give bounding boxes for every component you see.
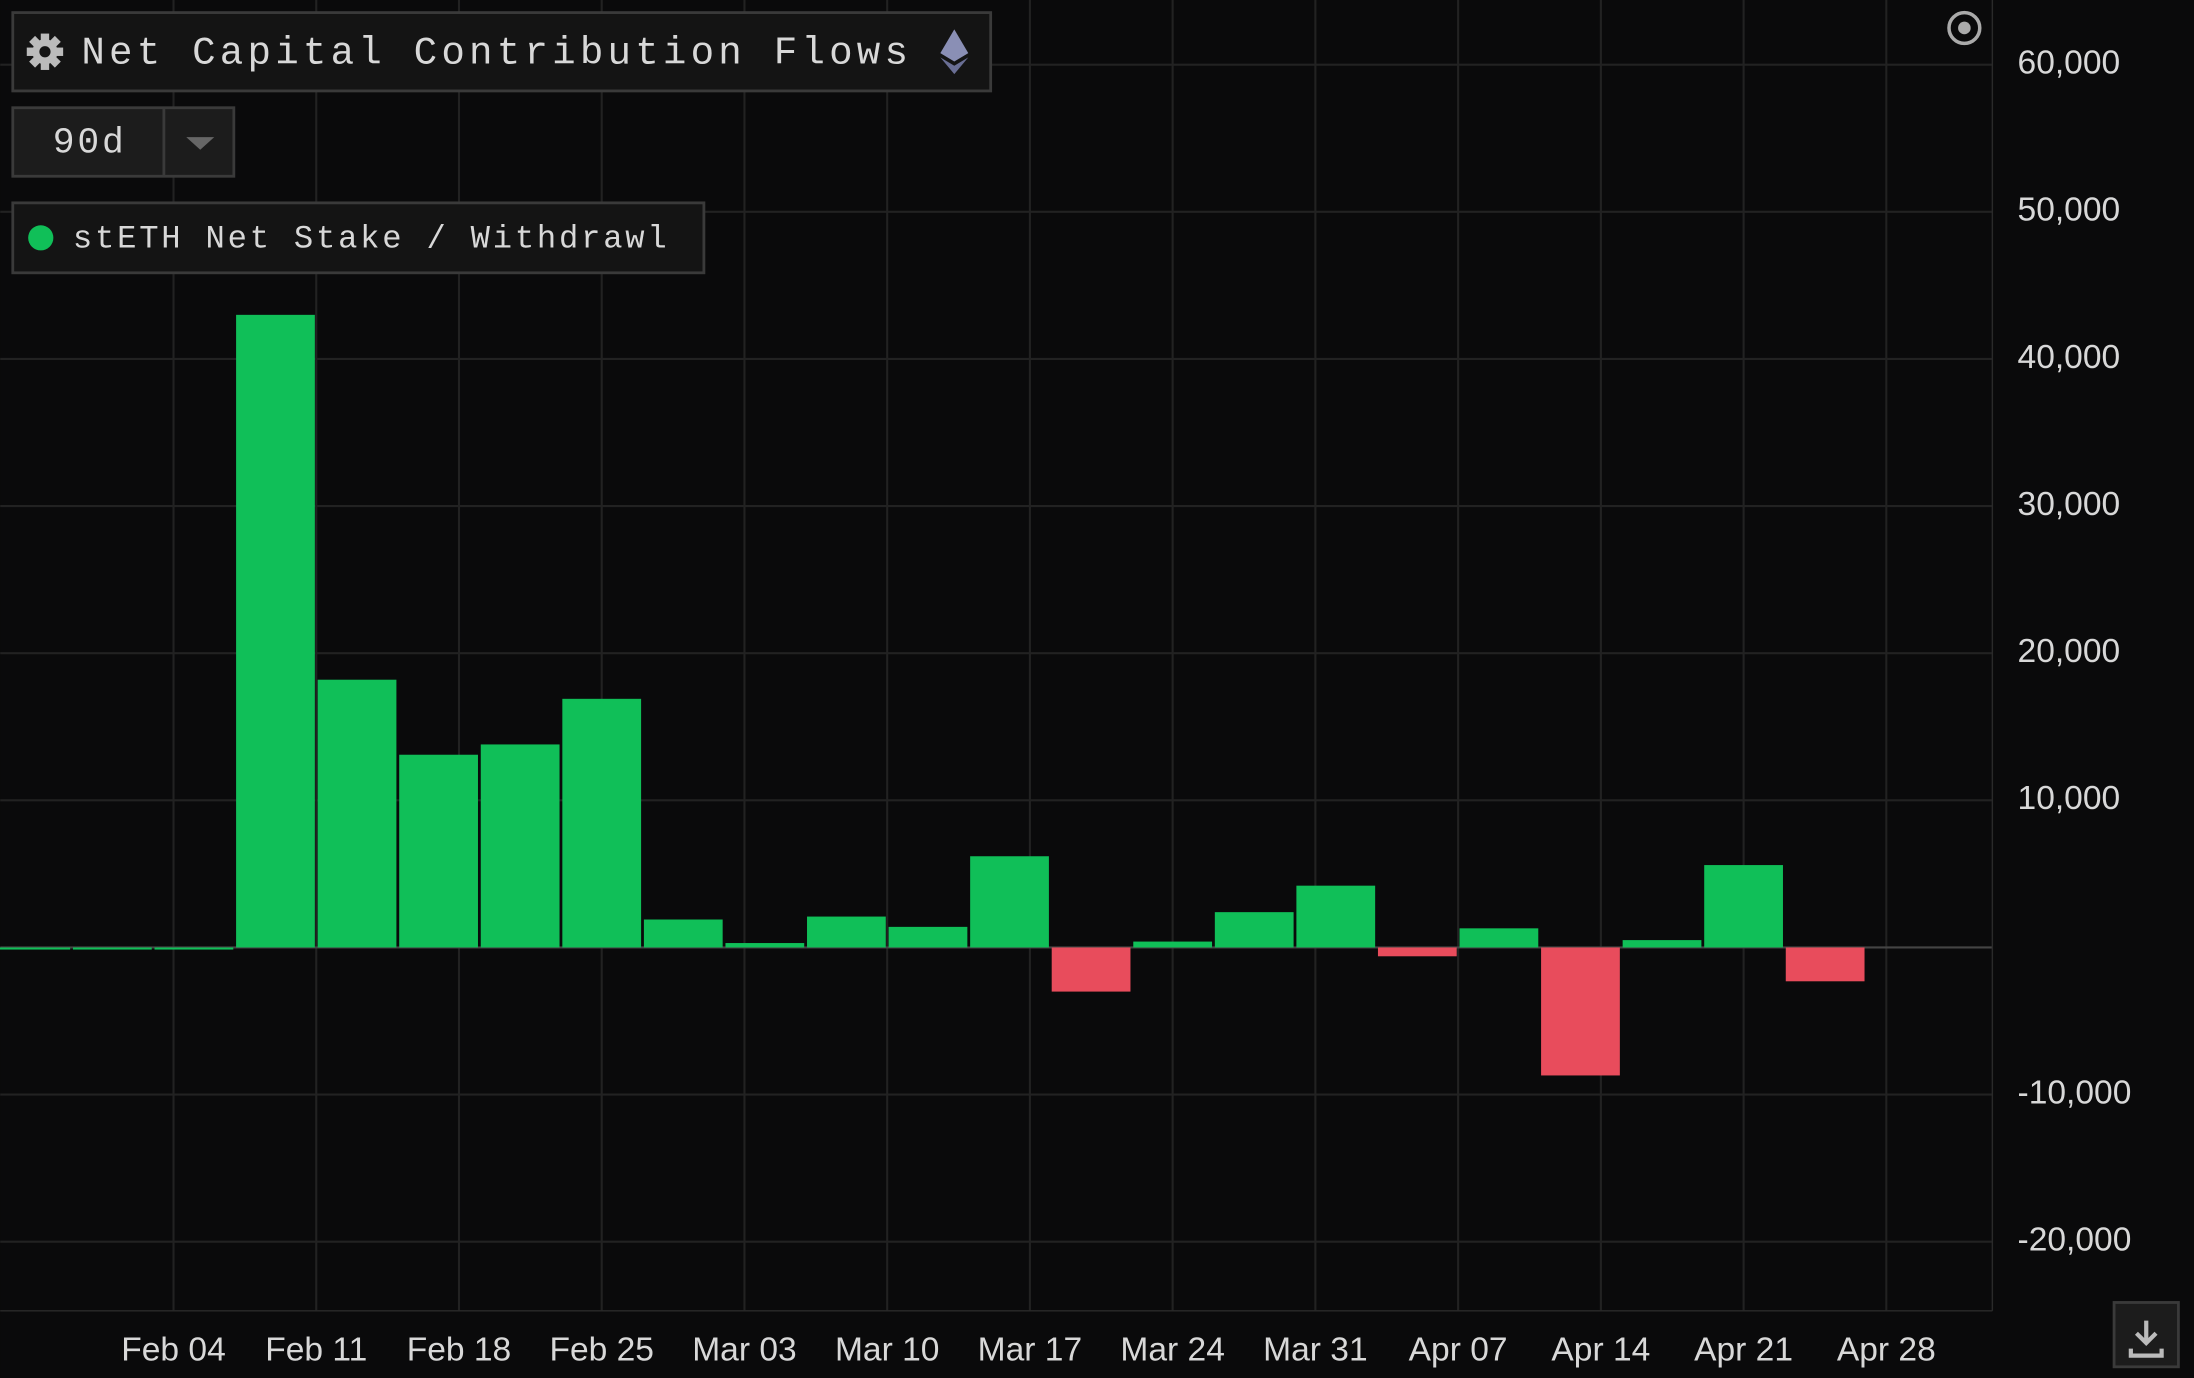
x-tick-label: Mar 17: [978, 1331, 1082, 1368]
bar: [1785, 947, 1865, 982]
bar: [1459, 928, 1539, 948]
bar: [1296, 885, 1376, 948]
bar: [1051, 947, 1131, 992]
dropdown-arrow[interactable]: [186, 137, 215, 150]
legend-swatch: [28, 225, 54, 251]
download-button[interactable]: [2112, 1301, 2180, 1369]
bar: [643, 919, 723, 948]
bar: [562, 698, 642, 948]
bar: [1704, 865, 1783, 948]
y-tick-label: 40,000: [2018, 339, 2121, 376]
gear-icon[interactable]: [26, 33, 64, 70]
bars: [0, 314, 1865, 1076]
axes: -20,000 -10,000 10,000 20,000 30,000 40,000 50…: [121, 45, 2131, 1369]
y-tick-label: -20,000: [2018, 1222, 2132, 1259]
y-tick-label: 60,000: [2018, 45, 2121, 82]
x-tick-label: Mar 10: [835, 1331, 939, 1368]
bar: [399, 754, 478, 948]
bar: [154, 947, 234, 950]
x-tick-label: Feb 25: [549, 1331, 654, 1368]
legend-label[interactable]: stETH Net Stake / Withdrawl: [73, 221, 670, 258]
bar: [0, 947, 71, 950]
x-tick-label: Apr 14: [1551, 1331, 1650, 1368]
chart-title: Net Capital Contribution Flows: [81, 31, 912, 76]
title-box: [11, 11, 993, 93]
x-tick-label: Feb 18: [407, 1331, 512, 1368]
x-tick-label: Mar 31: [1263, 1331, 1367, 1368]
bar: [970, 856, 1049, 948]
legend: [11, 201, 706, 275]
bar: [888, 926, 968, 948]
range-selector[interactable]: [11, 106, 236, 178]
bar: [236, 314, 315, 948]
bar: [807, 916, 886, 948]
y-tick-label: -10,000: [2018, 1074, 2132, 1111]
x-tick-label: Apr 28: [1837, 1331, 1936, 1368]
bar: [1541, 947, 1620, 1076]
x-tick-label: Feb 04: [121, 1331, 225, 1368]
bar: [1214, 912, 1294, 948]
bar: [1622, 940, 1702, 948]
y-tick-label: 20,000: [2018, 633, 2121, 670]
y-tick-label: 50,000: [2018, 192, 2121, 229]
bar: [1377, 947, 1457, 957]
x-tick-label: Apr 07: [1409, 1331, 1508, 1368]
y-tick-label: 10,000: [2018, 780, 2121, 817]
bar: [317, 679, 397, 948]
target-icon[interactable]: [1947, 10, 1982, 46]
x-tick-label: Mar 03: [692, 1331, 796, 1368]
x-tick-label: Mar 24: [1120, 1331, 1224, 1368]
eth-icon: [940, 29, 969, 75]
y-tick-label: 30,000: [2018, 486, 2121, 523]
bar: [1133, 941, 1213, 948]
range-label: 90d: [53, 122, 127, 163]
x-tick-label: Apr 21: [1694, 1331, 1793, 1368]
bar: [480, 744, 560, 948]
bar: [725, 943, 805, 948]
bar: [72, 947, 152, 950]
x-tick-label: Feb 11: [265, 1331, 367, 1368]
